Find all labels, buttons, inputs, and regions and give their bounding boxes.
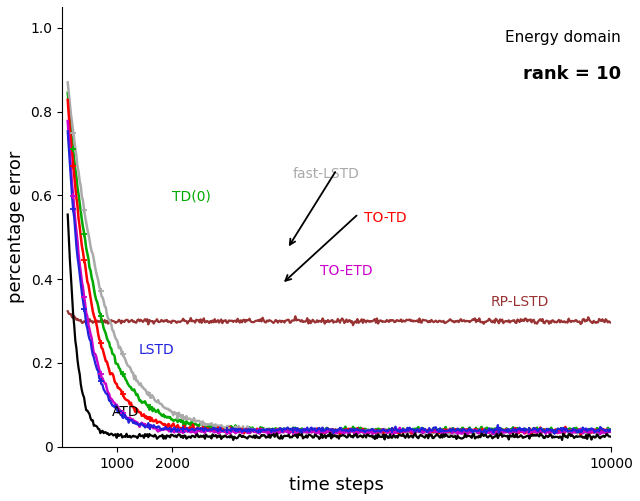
Text: TO-ETD: TO-ETD	[320, 264, 373, 278]
Text: fast-LSTD: fast-LSTD	[292, 167, 360, 181]
X-axis label: time steps: time steps	[289, 476, 384, 494]
Y-axis label: percentage error: percentage error	[7, 151, 25, 303]
Text: RP-LSTD: RP-LSTD	[490, 295, 548, 309]
Text: TD(0): TD(0)	[172, 189, 211, 203]
Text: Energy domain: Energy domain	[505, 30, 621, 45]
Text: ATD: ATD	[111, 405, 140, 419]
Text: rank = 10: rank = 10	[523, 65, 621, 83]
Text: TO-TD: TO-TD	[364, 211, 407, 225]
Text: LSTD: LSTD	[139, 343, 175, 357]
